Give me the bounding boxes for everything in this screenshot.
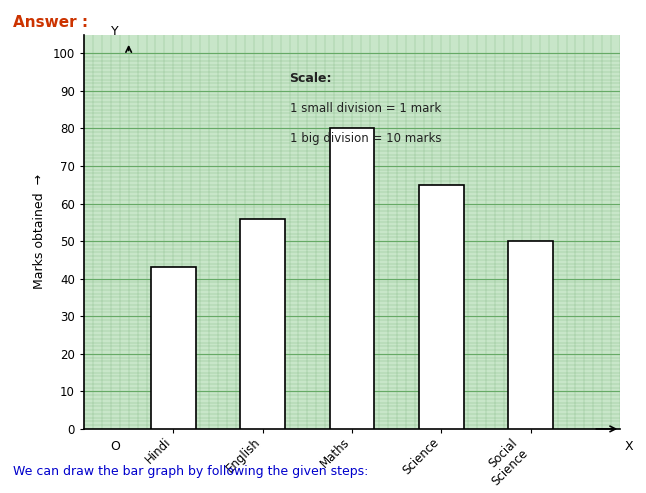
Text: Y: Y (112, 25, 119, 38)
Y-axis label: Marks obtained  →: Marks obtained → (33, 174, 46, 289)
Text: 1 big division = 10 marks: 1 big division = 10 marks (289, 132, 441, 145)
Bar (240, 218, 285, 429)
Text: We can draw the bar graph by following the given steps:: We can draw the bar graph by following t… (13, 465, 368, 478)
Text: Scale:: Scale: (289, 72, 332, 85)
Bar (151, 267, 196, 429)
Text: Answer :: Answer : (13, 15, 88, 30)
Text: 1 small division = 1 mark: 1 small division = 1 mark (289, 102, 441, 115)
Text: X: X (625, 440, 633, 453)
Bar (419, 185, 464, 429)
Bar (508, 241, 553, 429)
Text: O: O (110, 440, 120, 453)
Bar (329, 128, 375, 429)
